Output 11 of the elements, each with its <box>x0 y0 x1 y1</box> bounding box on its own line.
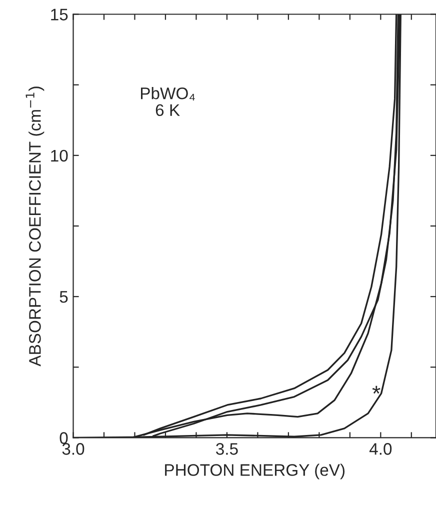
annotation: PbWO₄ 6 K <box>140 87 195 116</box>
x-axis-title: PHOTON ENERGY (eV) <box>165 464 345 480</box>
annotation: * <box>372 386 380 394</box>
y-axis-title: ABSORPTION COEFFICIENT (cm$^{−1}$) <box>26 86 44 366</box>
y-tick-label: 5 <box>60 291 68 303</box>
y-tick-label: 0 <box>60 432 68 444</box>
y-tick-label: 15 <box>51 8 68 20</box>
x-tick-label: 4.0 <box>369 443 392 455</box>
y-tick-label: 10 <box>51 150 68 162</box>
x-tick-label: 3.0 <box>62 443 84 455</box>
x-tick-label: 3.5 <box>216 443 238 455</box>
